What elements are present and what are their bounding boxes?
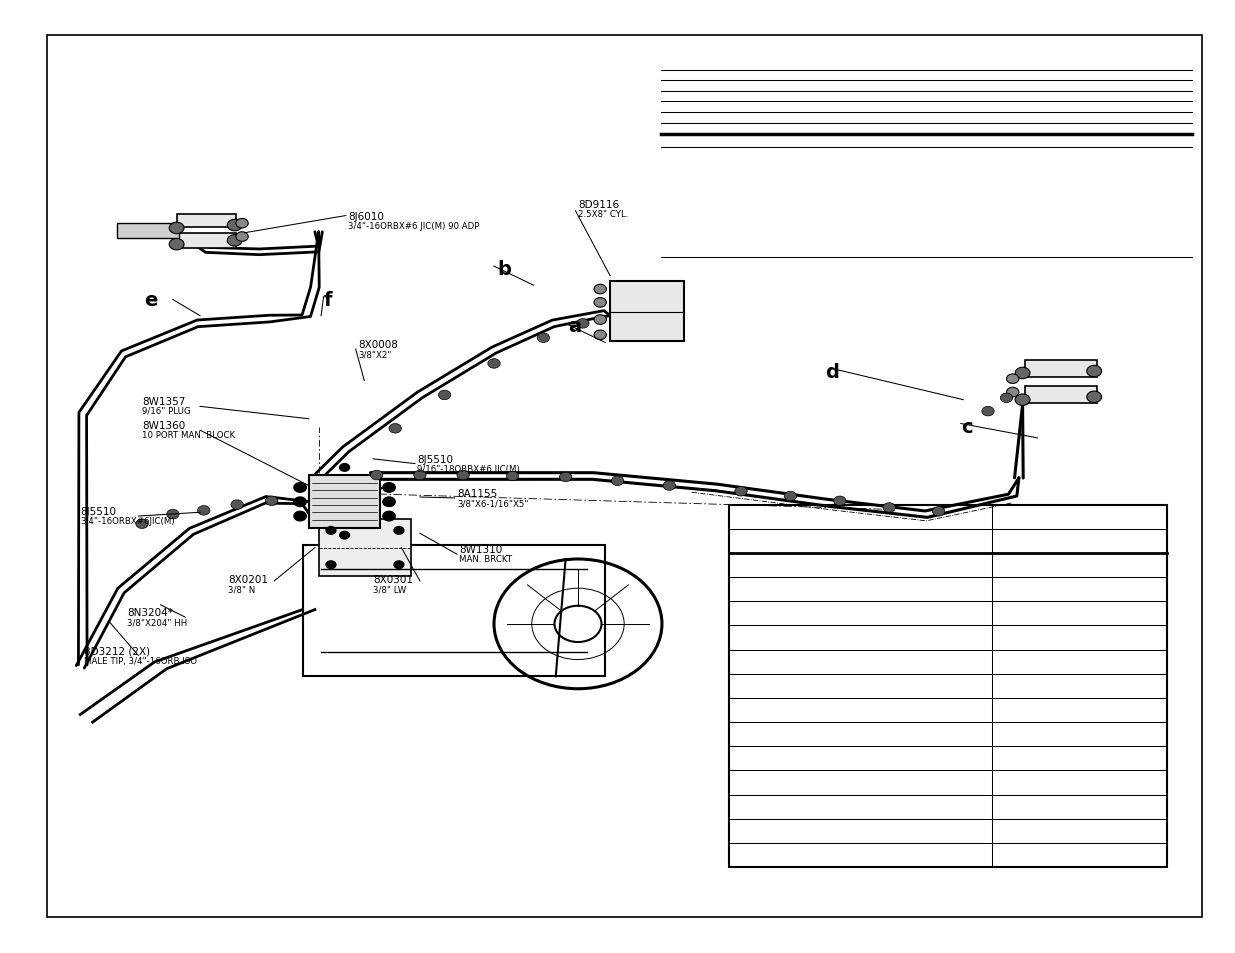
Circle shape (236, 219, 248, 229)
Circle shape (883, 503, 895, 513)
Circle shape (537, 334, 550, 343)
Circle shape (834, 497, 846, 506)
Text: 9/16"-18ORBX#6 JIC(M): 9/16"-18ORBX#6 JIC(M) (417, 464, 520, 474)
Text: 10 PORT MAN. BLOCK: 10 PORT MAN. BLOCK (142, 431, 235, 440)
Bar (303, 545, 605, 677)
Circle shape (227, 220, 242, 232)
Circle shape (1087, 366, 1102, 377)
Text: 8N3204*: 8N3204* (127, 608, 173, 618)
Text: MALE TIP, 3/4"-16ORB ISO: MALE TIP, 3/4"-16ORB ISO (84, 656, 196, 665)
Text: d: d (825, 362, 839, 381)
Text: 8W1310: 8W1310 (459, 545, 503, 555)
Circle shape (383, 497, 395, 507)
Text: 8J5510: 8J5510 (80, 507, 116, 517)
Circle shape (1015, 395, 1030, 406)
Text: 8W1360: 8W1360 (142, 421, 185, 431)
Circle shape (340, 532, 350, 539)
Circle shape (611, 476, 624, 486)
Circle shape (389, 424, 401, 434)
Bar (117, 224, 179, 238)
Text: 2.5X8" CYL.: 2.5X8" CYL. (578, 210, 629, 219)
Bar (177, 214, 236, 228)
Circle shape (577, 319, 589, 329)
Text: MAN. BRCKT: MAN. BRCKT (459, 555, 513, 564)
Circle shape (594, 331, 606, 340)
Text: f: f (324, 291, 332, 310)
Bar (729, 505, 1167, 867)
Bar (177, 233, 236, 249)
Text: 3/4"-16ORBX#6JIC(M): 3/4"-16ORBX#6JIC(M) (80, 517, 175, 526)
Circle shape (227, 235, 242, 247)
Circle shape (231, 500, 243, 510)
Circle shape (394, 561, 404, 569)
Text: 8X0301: 8X0301 (373, 575, 412, 584)
Circle shape (136, 519, 148, 529)
Circle shape (340, 464, 350, 472)
Bar (1025, 360, 1097, 377)
Text: 3/8"X6-1/16"X5": 3/8"X6-1/16"X5" (457, 498, 529, 508)
Circle shape (663, 481, 676, 491)
Circle shape (326, 527, 336, 535)
Bar (319, 519, 411, 577)
Text: 3/4"-16ORBX#6 JIC(M) 90 ADP: 3/4"-16ORBX#6 JIC(M) 90 ADP (348, 221, 479, 231)
Circle shape (594, 298, 606, 308)
Bar (1025, 387, 1097, 404)
Text: 8X0008: 8X0008 (358, 340, 398, 350)
Text: 8D3212 (2X): 8D3212 (2X) (84, 646, 151, 656)
Text: e: e (144, 291, 158, 310)
Circle shape (982, 407, 994, 416)
Circle shape (1007, 388, 1019, 397)
Circle shape (506, 472, 519, 481)
Text: 9/16" PLUG: 9/16" PLUG (142, 406, 190, 416)
Circle shape (932, 507, 945, 517)
Circle shape (1007, 375, 1019, 384)
Circle shape (326, 561, 336, 569)
Text: 3/8"X204" HH: 3/8"X204" HH (127, 618, 188, 627)
Text: 3/8" LW: 3/8" LW (373, 584, 406, 594)
Text: b: b (498, 260, 511, 279)
Circle shape (559, 473, 572, 482)
Text: 8J5510: 8J5510 (417, 455, 453, 464)
Text: 8A1155: 8A1155 (457, 489, 498, 498)
Text: 8X0201: 8X0201 (228, 575, 268, 584)
Circle shape (394, 527, 404, 535)
Text: 8W1357: 8W1357 (142, 396, 185, 406)
Circle shape (169, 223, 184, 234)
Circle shape (198, 506, 210, 516)
Text: 3/8" N: 3/8" N (228, 584, 256, 594)
Text: 3/8"X2": 3/8"X2" (358, 350, 391, 359)
Circle shape (370, 471, 383, 480)
Circle shape (594, 285, 606, 294)
Circle shape (1000, 394, 1013, 403)
Circle shape (784, 492, 797, 501)
Circle shape (1087, 392, 1102, 403)
Circle shape (294, 483, 306, 493)
Circle shape (1015, 368, 1030, 379)
Circle shape (294, 497, 306, 507)
Circle shape (266, 497, 278, 506)
Circle shape (735, 487, 747, 497)
Circle shape (414, 471, 426, 480)
Text: a: a (568, 316, 582, 335)
Circle shape (169, 239, 184, 251)
Circle shape (594, 315, 606, 325)
Circle shape (294, 512, 306, 521)
Circle shape (167, 510, 179, 519)
Text: c: c (961, 417, 972, 436)
Circle shape (236, 233, 248, 242)
Bar (309, 476, 380, 528)
Bar (610, 282, 684, 341)
Circle shape (383, 512, 395, 521)
Circle shape (457, 471, 469, 480)
Text: 8D9116: 8D9116 (578, 200, 619, 210)
Circle shape (438, 391, 451, 400)
Circle shape (488, 359, 500, 369)
Circle shape (383, 483, 395, 493)
Text: 8J6010: 8J6010 (348, 212, 384, 221)
